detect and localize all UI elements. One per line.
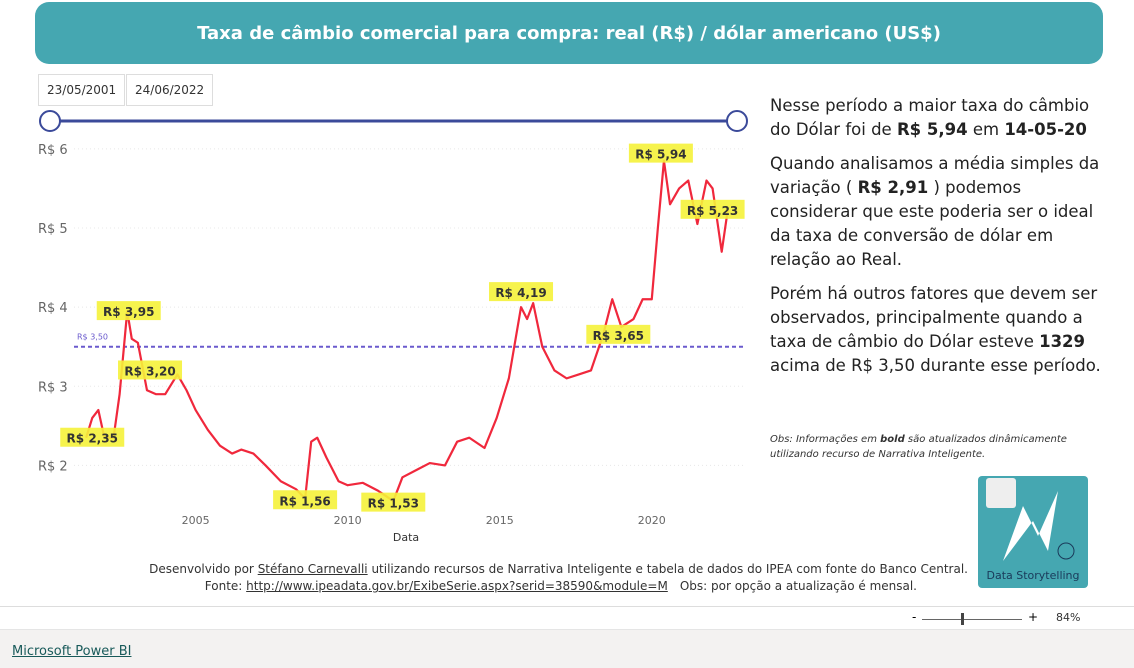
slicer-end[interactable]: 24/06/2022 bbox=[126, 74, 214, 106]
toolbar: - + 84% Microsoft Power BI bbox=[0, 606, 1134, 668]
annotation-box bbox=[489, 282, 554, 302]
author-link[interactable]: Stéfano Carnevalli bbox=[257, 562, 368, 576]
annotation-label: R$ 5,23 bbox=[687, 204, 738, 218]
footer-text: utilizando recursos de Narrativa Intelig… bbox=[367, 562, 968, 576]
annotation-box bbox=[361, 492, 426, 512]
annotation-label: R$ 4,19 bbox=[495, 286, 546, 300]
narrative-text: ) podemos considerar que este poderia se… bbox=[770, 178, 1094, 269]
narrative: Nesse período a maior taxa do câmbio do … bbox=[770, 94, 1110, 388]
narrative-paragraph: Porém há outros fatores que devem ser ob… bbox=[770, 282, 1110, 378]
slider-handle[interactable] bbox=[726, 110, 748, 132]
annotation-box bbox=[60, 427, 125, 447]
annotation-box bbox=[118, 360, 183, 380]
footer-text: Obs: por opção a atualização é mensal. bbox=[679, 579, 917, 593]
y-tick-label: R$ 3 bbox=[38, 380, 68, 395]
footer-line: Desenvolvido por Stéfano Carnevalli util… bbox=[100, 562, 968, 576]
chart: Data R$ 2 R$ 3 R$ 4 R$ 5 R$ 6 2005 2010 2015 202… bbox=[38, 110, 748, 544]
y-tick-label: R$ 5 bbox=[38, 222, 68, 237]
y-tick-label: R$ 2 bbox=[38, 459, 68, 474]
y-tick-label: R$ 6 bbox=[38, 143, 68, 158]
narrative-text: em bbox=[967, 120, 1005, 139]
annotation-label: R$ 3,95 bbox=[103, 305, 154, 319]
x-tick-label: 2015 bbox=[486, 514, 514, 527]
source-link[interactable]: http://www.ipeadata.gov.br/ExibeSerie.as… bbox=[246, 579, 668, 593]
narrative-text: Porém há outros fatores que devem ser ob… bbox=[770, 284, 1098, 351]
annotation-label: R$ 1,56 bbox=[279, 494, 330, 508]
zoom-out[interactable]: - bbox=[912, 610, 917, 624]
zoom-level: 84% bbox=[1056, 611, 1081, 624]
logo-label: Data Storytelling bbox=[986, 569, 1080, 582]
dynamic-value: R$ 2,91 bbox=[857, 178, 929, 197]
logo: Data Storytelling bbox=[978, 476, 1088, 588]
annotation-box bbox=[96, 301, 161, 321]
brand-link[interactable]: Microsoft Power BI bbox=[12, 644, 132, 659]
annotation-box bbox=[586, 324, 651, 344]
annotation-box bbox=[273, 490, 338, 510]
reference-label: R$ 3,50 bbox=[77, 333, 108, 342]
note: Obs: Informações em bold são atualizados… bbox=[770, 432, 1100, 462]
series-line bbox=[85, 159, 729, 503]
x-tick-label: 2020 bbox=[638, 514, 666, 527]
narrative-text: Quando analisamos a média simples da var… bbox=[770, 154, 1100, 197]
x-tick-label: 2005 bbox=[182, 514, 210, 527]
narrative-paragraph: Nesse período a maior taxa do câmbio do … bbox=[770, 94, 1110, 142]
footer-text: Desenvolvido por bbox=[149, 562, 258, 576]
annotation-label: R$ 1,53 bbox=[368, 497, 419, 511]
narrative-text: acima de R$ 3,50 durante esse período. bbox=[770, 356, 1101, 375]
annotation-box bbox=[628, 143, 693, 163]
annotation-label: R$ 3,65 bbox=[593, 329, 644, 343]
narrative-paragraph: Quando analisamos a média simples da var… bbox=[770, 152, 1110, 272]
x-axis-title: Data bbox=[393, 531, 419, 544]
y-tick-label: R$ 4 bbox=[38, 301, 68, 316]
footer-line: Fonte: http://www.ipeadata.gov.br/ExibeS… bbox=[100, 579, 917, 593]
annotation-label: R$ 2,35 bbox=[67, 432, 118, 446]
slicer-start[interactable]: 23/05/2001 bbox=[38, 74, 126, 106]
annotation-label: R$ 5,94 bbox=[635, 148, 686, 162]
logo-art bbox=[986, 478, 1075, 561]
dynamic-value: R$ 5,94 bbox=[896, 120, 968, 139]
slider-handle[interactable] bbox=[39, 110, 61, 132]
annotation-box bbox=[680, 199, 745, 219]
annotation-label: R$ 3,20 bbox=[124, 364, 175, 378]
zoom-in[interactable]: + bbox=[1028, 610, 1039, 624]
x-tick-label: 2010 bbox=[334, 514, 362, 527]
note-text: são atualizados dinâmicamente utilizando… bbox=[770, 434, 1067, 460]
dynamic-value: 1329 bbox=[1039, 332, 1086, 351]
dynamic-value: 14-05-20 bbox=[1004, 120, 1087, 139]
narrative-text: Nesse período a maior taxa do câmbio do … bbox=[770, 96, 1090, 139]
footer-text: Fonte: bbox=[204, 579, 247, 593]
note-bold: bold bbox=[880, 434, 905, 445]
note-text: Obs: Informações em bbox=[770, 434, 881, 445]
header-title: Taxa de câmbio comercial para compra: re… bbox=[35, 2, 1103, 64]
